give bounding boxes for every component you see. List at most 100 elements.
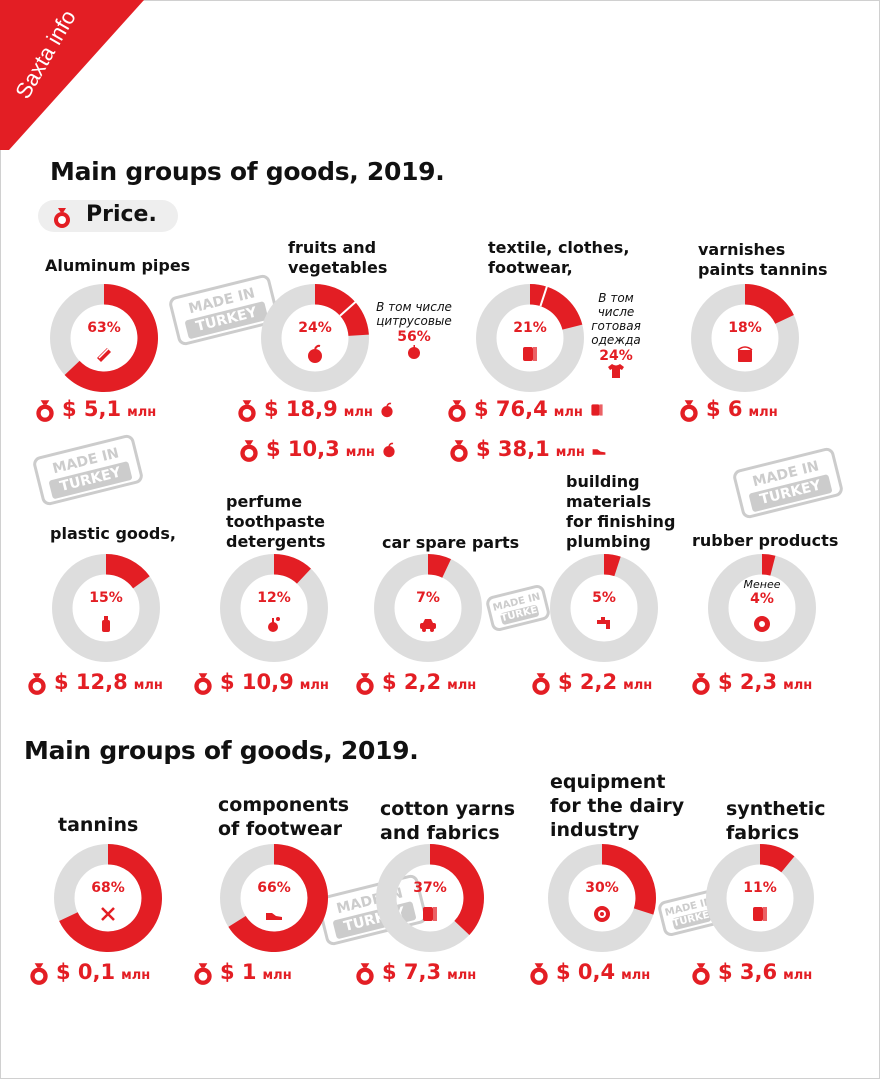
price-unit: млн [748, 405, 778, 420]
donut-segment [430, 844, 484, 935]
price-amount: $ 2,3 [718, 670, 778, 694]
percent-label: 37% [413, 880, 447, 896]
price-amount: $ 5,1 [62, 397, 122, 421]
price-unit: млн [121, 968, 151, 983]
price-value: $ 38,1 млн [446, 437, 607, 463]
gear-icon [594, 906, 610, 922]
percent-label: 63% [87, 320, 121, 336]
textile-clothing-note: В том числе готовая одежда 24% [580, 291, 652, 382]
price-amount: $ 38,1 [476, 437, 550, 461]
price-value: $ 10,9 млн [190, 670, 329, 696]
price-unit: млн [783, 678, 813, 693]
money-bag-icon [54, 208, 70, 228]
price-unit: млн [299, 678, 329, 693]
price-value: $ 2,2 млн [352, 670, 476, 696]
fruits-citrus-note: В том числе цитрусовые 56% [366, 300, 462, 363]
price-amount: $ 76,4 [474, 397, 548, 421]
donut-segment [602, 844, 656, 915]
price-value: $ 2,2 млн [528, 670, 652, 696]
sub-segment-divider [539, 284, 549, 307]
category-label: car spare parts [382, 533, 520, 552]
fabric-icon [423, 907, 437, 921]
price-value: $ 76,4 млн [444, 397, 605, 423]
money-bag-icon [30, 963, 48, 985]
category-label: synthetic fabrics [726, 798, 826, 844]
percent-label: 68% [91, 880, 125, 896]
money-bag-icon [36, 400, 54, 422]
money-bag-icon [194, 963, 212, 985]
price-unit: млн [555, 445, 585, 460]
percent-label: 5% [592, 590, 616, 606]
price-unit: млн [343, 405, 373, 420]
price-amount: $ 0,1 [56, 960, 116, 984]
price-amount: $ 2,2 [382, 670, 442, 694]
orange-icon [408, 345, 420, 359]
price-unit: млн [127, 405, 157, 420]
price-legend: Price. [38, 200, 178, 232]
donut-segment [604, 554, 621, 577]
paint-can-icon [737, 346, 753, 362]
apple-icon [383, 442, 395, 458]
money-bag-icon [680, 400, 698, 422]
donut-chart [547, 843, 657, 953]
price-unit: млн [447, 968, 477, 983]
percent-label: 15% [89, 590, 123, 606]
price-amount: $ 3,6 [718, 960, 778, 984]
percent-label: 18% [728, 320, 762, 336]
money-bag-icon [448, 400, 466, 422]
donut-chart [549, 553, 659, 663]
price-amount: $ 6 [706, 397, 743, 421]
section1-title: Main groups of goods, 2019. [50, 157, 445, 186]
money-bag-icon [692, 673, 710, 695]
price-unit: млн [345, 445, 375, 460]
shoe-icon [592, 449, 606, 455]
price-value: $ 2,3 млн [688, 670, 812, 696]
donut-segment [428, 554, 451, 578]
donut-track [549, 553, 659, 663]
money-bag-icon [532, 673, 550, 695]
price-value: $ 1 млн [190, 960, 292, 986]
money-bag-icon [356, 673, 374, 695]
donut-track [373, 553, 483, 663]
category-label: building materials for finishing plumbing [566, 472, 676, 551]
donut-chart [51, 553, 161, 663]
price-amount: $ 2,2 [558, 670, 618, 694]
fabric-icon [753, 907, 767, 921]
perfume-icon [268, 617, 280, 632]
price-value: $ 3,6 млн [688, 960, 812, 986]
price-label: Price. [86, 202, 157, 227]
category-label: cotton yarns and fabrics [380, 798, 516, 844]
donut-chart [49, 283, 159, 393]
less-than-note: Менее [743, 578, 781, 591]
donut-segment [745, 284, 794, 324]
bottle-icon [102, 616, 110, 632]
donut-chart [705, 843, 815, 953]
money-bag-icon [194, 673, 212, 695]
price-amount: $ 18,9 [264, 397, 338, 421]
category-label: plastic goods, [50, 524, 176, 543]
category-label: rubber products [692, 531, 839, 550]
price-amount: $ 1 [220, 960, 257, 984]
donut-chart [53, 843, 163, 953]
category-label: perfume toothpaste detergents [226, 492, 326, 551]
price-amount: $ 12,8 [54, 670, 128, 694]
donut-segment [760, 844, 795, 873]
tools-icon [101, 907, 115, 921]
price-unit: млн [447, 678, 477, 693]
apple-icon [308, 344, 322, 363]
apple-icon [381, 402, 393, 418]
category-label: fruits and vegetables [288, 238, 388, 277]
fabric-icon [591, 404, 603, 416]
category-label: varnishes paints tannins [698, 240, 828, 279]
donut-chart [373, 553, 483, 663]
price-value: $ 18,9 млн [234, 397, 395, 423]
donut-chart [219, 553, 329, 663]
price-value: $ 12,8 млн [24, 670, 163, 696]
donut-segment [59, 844, 162, 952]
donut-chart [219, 843, 329, 953]
tshirt-icon [608, 364, 624, 378]
donut-chart [375, 843, 485, 953]
price-value: $ 0,1 млн [26, 960, 150, 986]
percent-label: 12% [257, 590, 291, 606]
donut-chart [707, 553, 817, 663]
